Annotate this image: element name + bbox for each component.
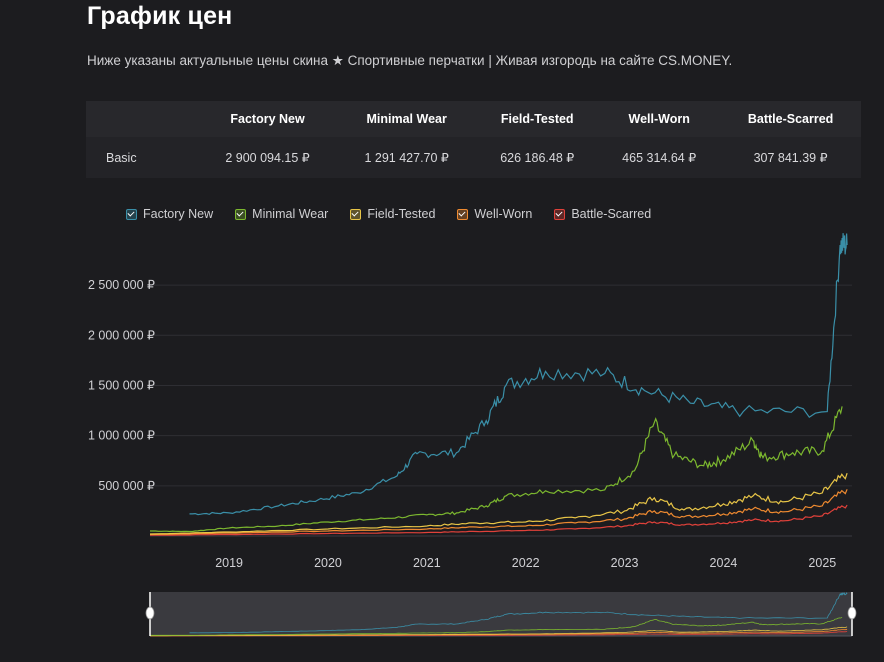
table-header-cell: Well-Worn: [628, 112, 690, 126]
navigator-series-line: [189, 592, 848, 634]
series-line-well-worn: [149, 489, 848, 536]
legend-checkbox-icon[interactable]: [554, 208, 566, 220]
table-header-cell: Factory New: [230, 112, 305, 126]
legend-label: Minimal Wear: [252, 207, 329, 221]
legend-item[interactable]: Well-Worn: [457, 207, 532, 221]
y-tick-label: 2 000 000 ₽: [88, 328, 155, 342]
legend-item[interactable]: Factory New: [126, 207, 213, 221]
y-tick-label: 2 500 000 ₽: [88, 278, 155, 292]
table-cell: 2 900 094.15 ₽: [225, 151, 310, 165]
x-tick-label: 2022: [512, 556, 540, 570]
table-header-cell: Battle-Scarred: [747, 112, 834, 126]
page-subtitle: Ниже указаны актуальные цены скина ★ Спо…: [87, 53, 733, 68]
x-tick-label: 2023: [611, 556, 639, 570]
x-tick-label: 2019: [215, 556, 243, 570]
x-tick-label: 2021: [413, 556, 441, 570]
table-header-cell: Field-Tested: [500, 112, 574, 126]
legend-checkbox-icon[interactable]: [235, 208, 247, 220]
price-table: Factory New Minimal Wear Field-Tested We…: [86, 101, 861, 178]
navigator-left-handle[interactable]: [145, 606, 155, 620]
legend-item[interactable]: Battle-Scarred: [554, 207, 651, 221]
legend-checkbox-icon[interactable]: [126, 208, 137, 220]
table-cell: 626 186.48 ₽: [500, 151, 575, 165]
navigator-series-line: [150, 626, 848, 637]
series-line-factory-new: [189, 233, 848, 516]
legend-checkbox-icon[interactable]: [350, 208, 362, 220]
legend-checkbox-icon[interactable]: [457, 208, 469, 220]
table-row: Basic 2 900 094.15 ₽ 1 291 427.70 ₽ 626 …: [86, 137, 861, 178]
series-line-battle-scarred: [150, 504, 848, 536]
table-cell: 307 841.39 ₽: [753, 151, 828, 165]
page-title: График цен: [87, 2, 233, 30]
table-cell: 1 291 427.70 ₽: [364, 151, 449, 165]
navigator-series-line: [150, 616, 843, 636]
y-tick-label: 500 000 ₽: [98, 479, 155, 493]
x-tick-label: 2025: [808, 556, 836, 570]
x-tick-label: 2020: [314, 556, 342, 570]
table-row-label: Basic: [106, 150, 137, 165]
table-header-row: Factory New Minimal Wear Field-Tested We…: [86, 101, 861, 137]
legend-label: Field-Tested: [367, 207, 436, 221]
y-tick-label: 1 000 000 ₽: [88, 429, 155, 443]
series-line-field-tested: [149, 473, 848, 535]
legend-label: Factory New: [143, 207, 214, 221]
series-line-minimal-wear: [150, 406, 843, 533]
legend-item[interactable]: Field-Tested: [350, 207, 435, 221]
legend-label: Well-Worn: [474, 207, 533, 221]
chart-legend: Factory New Minimal Wear Field-Tested Well-…: [126, 207, 651, 221]
table-cell: 465 314.64 ₽: [622, 151, 697, 165]
navigator-selection[interactable]: [150, 592, 852, 636]
table-header-cell: Minimal Wear: [366, 112, 447, 126]
navigator-right-handle[interactable]: [847, 606, 857, 620]
y-tick-label: 1 500 000 ₽: [88, 378, 155, 392]
legend-item[interactable]: Minimal Wear: [235, 207, 328, 221]
x-tick-label: 2024: [710, 556, 738, 570]
legend-label: Battle-Scarred: [571, 207, 652, 221]
